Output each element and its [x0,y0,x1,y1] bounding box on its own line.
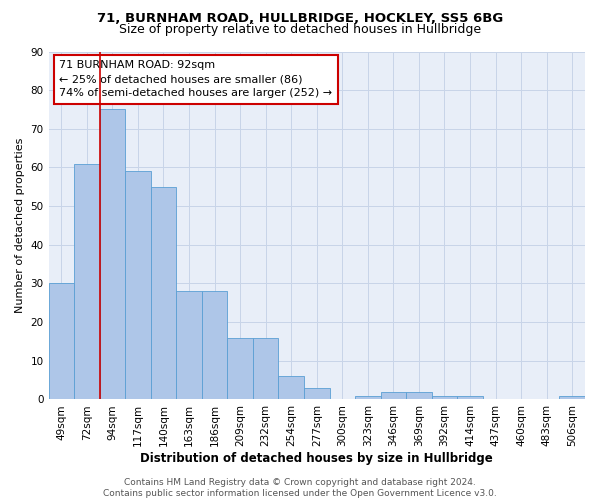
Bar [406,392,432,400]
Bar [380,392,406,400]
Text: Contains HM Land Registry data © Crown copyright and database right 2024.
Contai: Contains HM Land Registry data © Crown c… [103,478,497,498]
Bar [457,396,483,400]
X-axis label: Distribution of detached houses by size in Hullbridge: Distribution of detached houses by size … [140,452,493,465]
Bar [74,164,100,400]
Bar [227,338,253,400]
Bar [432,396,457,400]
Bar [559,396,585,400]
Bar [151,187,176,400]
Bar [253,338,278,400]
Bar [125,172,151,400]
Text: 71, BURNHAM ROAD, HULLBRIDGE, HOCKLEY, SS5 6BG: 71, BURNHAM ROAD, HULLBRIDGE, HOCKLEY, S… [97,12,503,26]
Y-axis label: Number of detached properties: Number of detached properties [15,138,25,313]
Text: 71 BURNHAM ROAD: 92sqm
← 25% of detached houses are smaller (86)
74% of semi-det: 71 BURNHAM ROAD: 92sqm ← 25% of detached… [59,60,332,98]
Bar [49,284,74,400]
Bar [304,388,329,400]
Bar [100,110,125,400]
Text: Size of property relative to detached houses in Hullbridge: Size of property relative to detached ho… [119,22,481,36]
Bar [176,291,202,400]
Bar [202,291,227,400]
Bar [278,376,304,400]
Bar [355,396,380,400]
